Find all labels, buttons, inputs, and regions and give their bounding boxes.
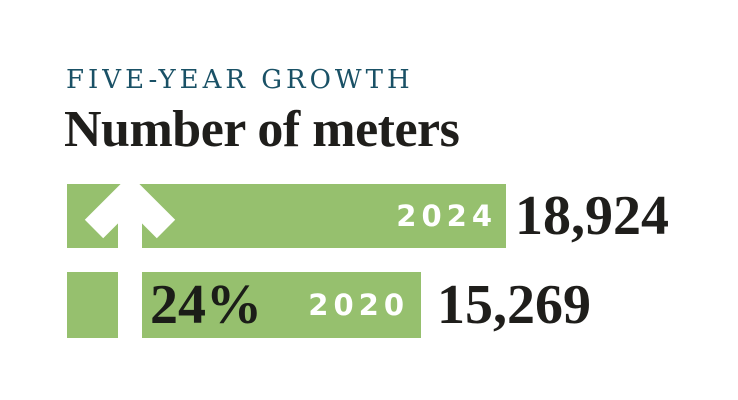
bar-2020-year-label: 2020 (308, 288, 409, 322)
bar-2020-value: 15,269 (437, 274, 591, 336)
bar-2024-year-label: 2024 (396, 199, 497, 233)
bar-2024: 2024 (67, 184, 506, 248)
growth-percent-label: 24% (150, 274, 262, 336)
chart-title: Number of meters (64, 101, 460, 158)
section-eyebrow: FIVE-YEAR GROWTH (66, 65, 414, 95)
bar-2020-left-segment (67, 272, 118, 338)
bar-2020: 24% 2020 (142, 272, 421, 338)
bar-2024-value: 18,924 (515, 185, 669, 247)
